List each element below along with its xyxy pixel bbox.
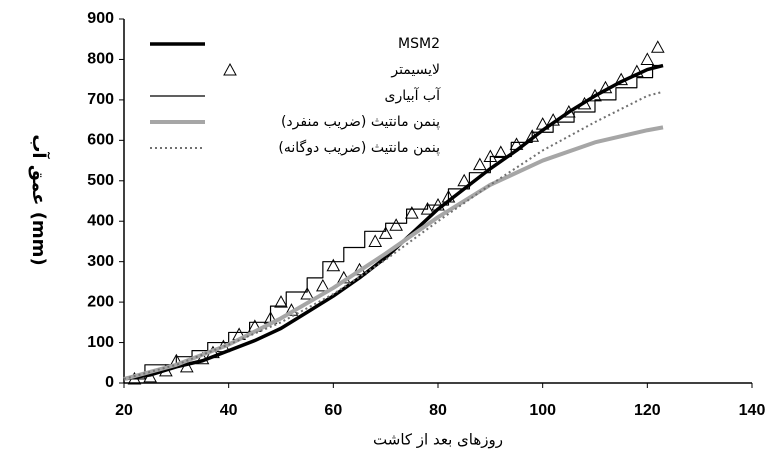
marker <box>300 286 315 300</box>
y-tick-label: 800 <box>87 51 114 68</box>
legend-label: آب آبیاری <box>384 87 441 104</box>
marker <box>650 40 665 53</box>
marker <box>326 258 341 272</box>
y-tick-label: 200 <box>87 293 114 310</box>
marker <box>640 52 655 65</box>
marker <box>598 80 613 94</box>
x-tick-label: 20 <box>115 402 133 419</box>
marker <box>389 218 403 231</box>
marker <box>316 278 330 292</box>
y-tick-label: 900 <box>87 10 114 27</box>
x-tick-label: 140 <box>739 402 766 419</box>
marker <box>378 226 393 239</box>
marker <box>404 206 419 219</box>
marker <box>457 173 472 187</box>
marker <box>195 351 210 365</box>
y-tick-label: 100 <box>87 334 114 351</box>
y-tick-label: 600 <box>87 132 114 149</box>
x-tick-label: 80 <box>429 402 447 419</box>
series-line <box>123 90 664 380</box>
series-line <box>123 125 664 381</box>
y-tick-label: 700 <box>87 91 114 108</box>
marker <box>577 96 592 110</box>
legend-label: لایسیمتر <box>390 62 440 78</box>
marker <box>630 64 644 78</box>
marker <box>561 104 576 118</box>
marker <box>535 117 550 130</box>
series-line <box>124 64 664 380</box>
marker <box>143 369 158 383</box>
x-tick-label: 100 <box>529 402 556 419</box>
y-tick-label: 0 <box>105 374 114 391</box>
legend-label: پنمن مانتیث (ضریب دوگانه) <box>278 139 440 156</box>
marker <box>274 295 288 308</box>
y-tick-label: 500 <box>87 172 114 189</box>
legend-marker <box>223 62 237 76</box>
y-tick-label: 300 <box>87 253 114 270</box>
marker <box>509 137 524 150</box>
y-axis-label: عمق آب (mm) <box>28 134 51 265</box>
marker <box>179 359 194 373</box>
legend-label: پنمن مانتیث (ضریب منفرد) <box>281 114 440 130</box>
marker <box>493 145 508 158</box>
x-tick-label: 60 <box>324 402 342 419</box>
y-tick-label: 400 <box>87 212 114 229</box>
marker <box>368 234 383 247</box>
x-axis-label: روزهای بعد از کاشت <box>373 431 503 449</box>
x-tick-label: 40 <box>220 402 238 419</box>
marker <box>473 157 487 171</box>
legend-label: MSM2 <box>398 36 440 52</box>
marker <box>614 72 629 86</box>
x-tick-label: 120 <box>634 402 661 419</box>
